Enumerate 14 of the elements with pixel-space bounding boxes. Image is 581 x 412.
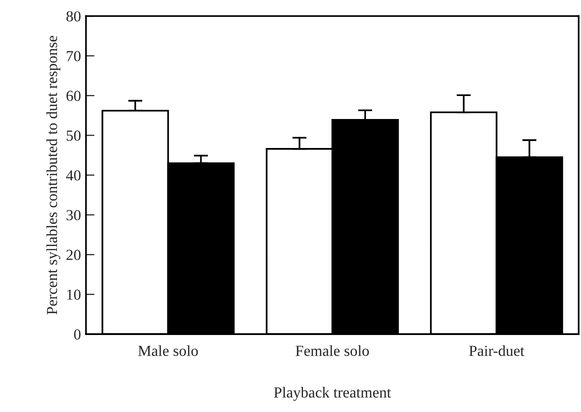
y-tick-label: 60 [66, 90, 81, 102]
y-tick-label: 70 [66, 50, 81, 62]
y-tick-label: 80 [66, 11, 81, 22]
y-axis-title: Percent syllables contributed to duet response [46, 36, 60, 314]
y-tick-label: 50 [66, 130, 81, 141]
y-tick-label: 20 [66, 250, 81, 260]
y-tick-label: 40 [66, 170, 81, 181]
y-tick-label: 0 [74, 329, 81, 340]
x-tick-label: Pair-duet [469, 345, 524, 356]
y-tick-label: 30 [66, 210, 81, 220]
x-tick-label: Female solo [296, 345, 369, 356]
x-tick-label: Male solo [138, 345, 198, 356]
y-tick-label: 10 [67, 290, 81, 300]
x-axis-title: Playback treatment [274, 386, 391, 401]
